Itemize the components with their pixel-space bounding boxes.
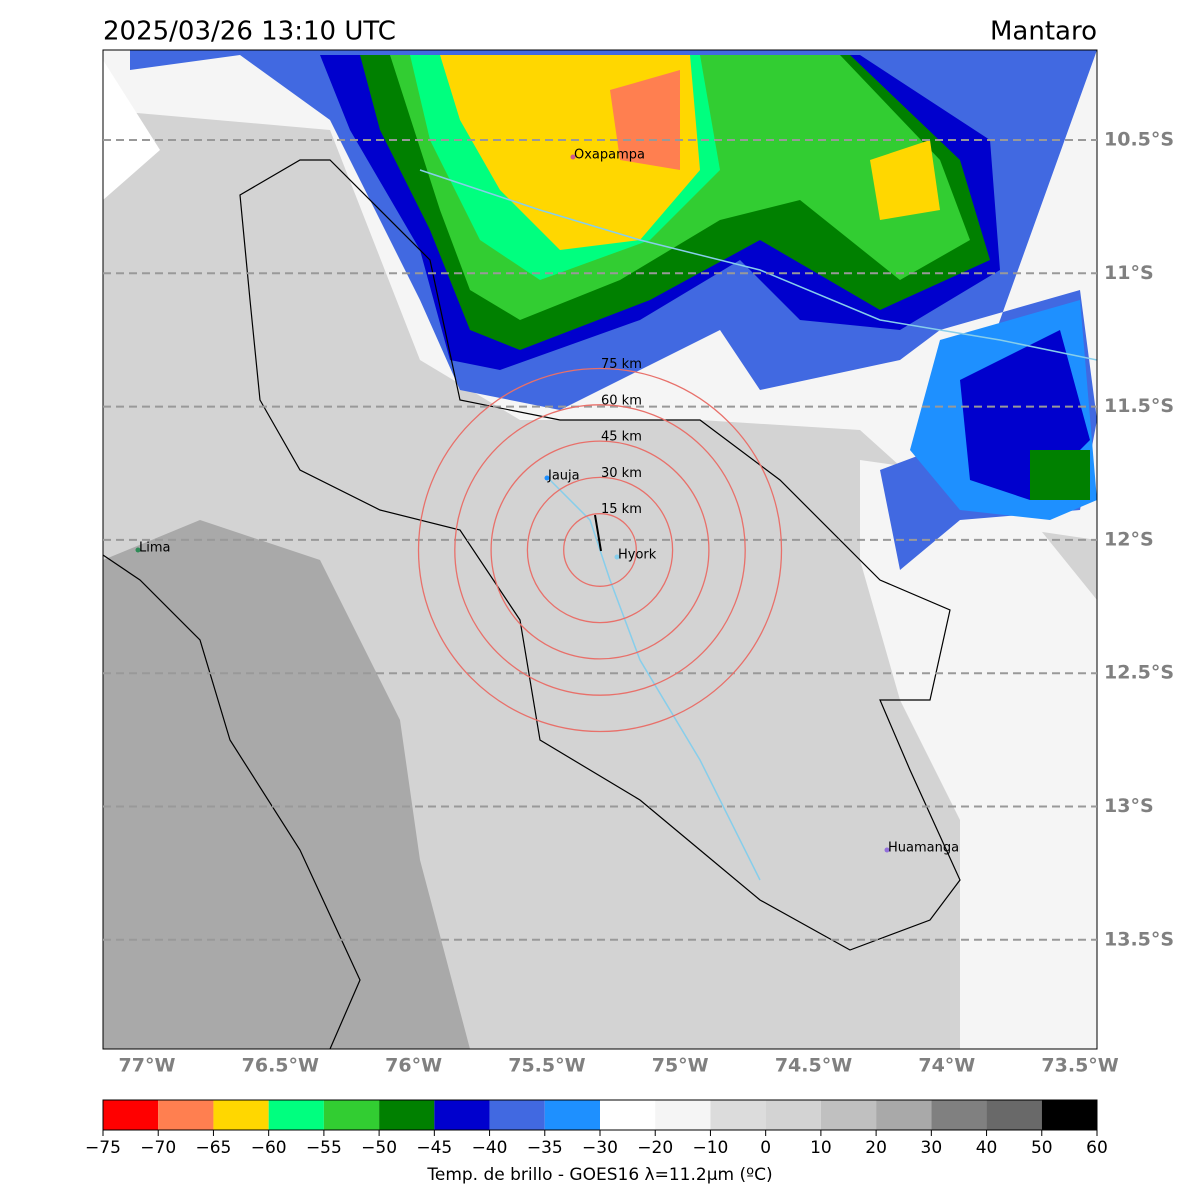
range-ring [417,367,783,733]
colorbar-segment [820,1100,877,1130]
place-marker [135,547,141,553]
colorbar-segment [931,1100,987,1130]
place-marker [570,154,576,160]
colorbar-tick-label: −20 [637,1138,673,1158]
colorbar-segment [323,1100,380,1130]
places: Oxapampa Jauja Lima Hyork Huamanga [135,148,959,856]
colorbar-segment [379,1100,435,1130]
lon-label: 75.5°W [508,1055,585,1077]
lon-label: 74.5°W [775,1055,852,1077]
colorbar-tick-label: −75 [85,1138,121,1158]
ring-label: 45 km [601,430,642,445]
lat-label: 10.5°S [1104,129,1174,151]
colorbar-tick-label: 20 [865,1138,887,1158]
range-ring [490,440,710,660]
ring-label: 30 km [601,466,642,481]
place-label: Jauja [547,469,580,484]
range-ring [563,513,637,587]
colorbar-tick-label: 0 [760,1138,771,1158]
place-label: Lima [139,541,170,556]
ring-label: 75 km [601,357,642,372]
range-rings: 15 km 30 km 45 km 60 km 75 km [417,357,783,733]
lon-label: 76.5°W [242,1055,319,1077]
ring-label: 60 km [601,393,642,408]
colorbar-label: Temp. de brillo - GOES16 λ=11.2μm (ºC) [426,1165,772,1185]
colorbar-tick-label: −30 [582,1138,618,1158]
colorbar-segment [103,1100,159,1130]
lon-label: 76°W [385,1055,442,1077]
lat-label: 13.5°S [1104,928,1174,950]
transect [594,514,602,552]
lon-label: 77°W [119,1055,176,1077]
satellite-image [103,50,1097,1049]
colorbar-segment [544,1100,600,1130]
lon-label: 75°W [652,1055,709,1077]
colorbar-tick-label: −40 [472,1138,508,1158]
colorbar-tick-label: 10 [810,1138,832,1158]
place-label: Hyork [618,548,657,563]
range-ring [526,476,674,624]
place-marker [544,475,550,481]
lat-label: 12°S [1104,528,1154,550]
colorbar-segment [655,1100,711,1130]
colorbar-segment [268,1100,324,1130]
place-label: Huamanga [888,841,959,856]
colorbar: −75 −70 −65 −60 −55 −50 −45 −40 −35 −30 −20 −10 0 10 2… [85,1099,1108,1185]
colorbar-tick-label: −70 [140,1138,176,1158]
lat-label: 11°S [1104,262,1154,284]
place-marker [884,847,890,853]
lat-label: 12.5°S [1104,662,1174,684]
colorbar-tick-label: −65 [195,1138,231,1158]
colorbar-segment [489,1100,545,1130]
colorbar-segment [600,1100,656,1130]
colorbar-tick-label: −60 [251,1138,287,1158]
title: 2025/03/26 13:10 UTC [103,17,396,47]
colorbar-segment [876,1100,932,1130]
lon-label: 74°W [918,1055,975,1077]
lat-label: 11.5°S [1104,395,1174,417]
lat-label: 13°S [1104,795,1154,817]
colorbar-segment [434,1100,490,1130]
range-ring [454,404,746,696]
place-marker [614,554,620,560]
region: Mantaro [990,17,1097,47]
colorbar-segment [1041,1100,1097,1130]
lon-label: 73.5°W [1041,1055,1118,1077]
colorbar-segment [986,1100,1042,1130]
place-label: Oxapampa [574,148,645,163]
colorbar-segment [710,1100,766,1130]
colorbar-tick-label: −50 [361,1138,397,1158]
colorbar-tick-label: −45 [416,1138,452,1158]
colorbar-tick-label: −55 [306,1138,342,1158]
colorbar-tick-label: −10 [692,1138,728,1158]
map-frame [102,49,1098,1050]
colorbar-tick-label: 40 [976,1138,998,1158]
colorbar-segment [213,1100,269,1130]
colorbar-segment [158,1100,214,1130]
colorbar-tick-label: −35 [527,1138,563,1158]
colorbar-segment [765,1100,821,1130]
colorbar-tick-label: 30 [921,1138,943,1158]
colorbar-tick-label: 50 [1031,1138,1053,1158]
colorbar-tick-label: 60 [1086,1138,1108,1158]
ring-label: 15 km [601,502,642,517]
